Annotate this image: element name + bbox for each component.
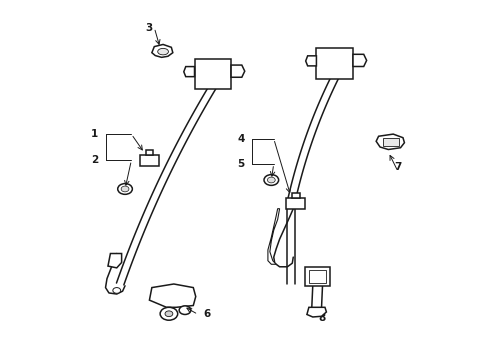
Polygon shape: [145, 150, 153, 154]
Polygon shape: [291, 193, 299, 198]
Ellipse shape: [158, 48, 168, 55]
Polygon shape: [140, 154, 158, 166]
Bar: [305, 267, 330, 286]
Circle shape: [164, 311, 172, 317]
Polygon shape: [108, 253, 122, 268]
Polygon shape: [352, 54, 366, 67]
Polygon shape: [375, 134, 404, 149]
Text: 7: 7: [394, 162, 401, 172]
Bar: [382, 138, 398, 146]
Polygon shape: [152, 44, 172, 57]
Circle shape: [118, 184, 132, 194]
Polygon shape: [267, 209, 279, 264]
Polygon shape: [149, 284, 195, 307]
Circle shape: [267, 177, 275, 183]
Text: 5: 5: [237, 159, 244, 169]
Circle shape: [389, 140, 394, 144]
Text: 4: 4: [237, 134, 244, 144]
Text: 3: 3: [145, 23, 153, 33]
Text: 1: 1: [91, 129, 98, 139]
Circle shape: [179, 306, 190, 315]
Text: 8: 8: [318, 313, 325, 323]
Polygon shape: [183, 67, 194, 77]
Circle shape: [121, 186, 129, 192]
Bar: [308, 270, 326, 283]
Polygon shape: [306, 307, 326, 317]
Bar: [316, 48, 352, 79]
Text: 2: 2: [91, 155, 98, 165]
Polygon shape: [305, 56, 316, 66]
Polygon shape: [231, 65, 244, 77]
Circle shape: [264, 175, 278, 185]
Bar: [194, 59, 231, 89]
Polygon shape: [286, 198, 305, 209]
Text: 6: 6: [203, 310, 210, 319]
Circle shape: [113, 288, 121, 293]
Circle shape: [315, 310, 324, 317]
Circle shape: [160, 307, 177, 320]
